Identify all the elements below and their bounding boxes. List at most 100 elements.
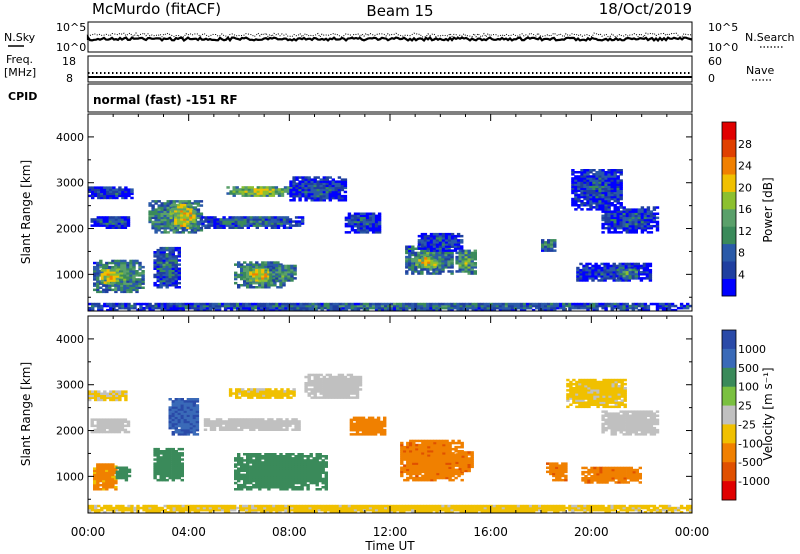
heatmap-cell [353, 231, 358, 234]
heatmap-cell [217, 304, 222, 308]
heatmap-cell [610, 183, 614, 186]
heatmap-cell [123, 418, 128, 421]
heatmap-cell [450, 249, 455, 252]
heatmap-cell [598, 197, 602, 201]
heatmap-cell [276, 224, 281, 227]
heatmap-cell [183, 212, 187, 215]
heatmap-cell [174, 255, 178, 258]
heatmap-cell [206, 418, 211, 421]
heatmap-cell [432, 247, 437, 250]
heatmap-cell [154, 226, 158, 230]
heatmap-cell [90, 420, 94, 423]
heatmap-cell [417, 302, 421, 306]
heatmap-cell [553, 249, 557, 252]
heatmap-cell [159, 470, 163, 474]
heatmap-cell [233, 302, 237, 306]
heatmap-cell [559, 302, 563, 306]
heatmap-cell [186, 412, 191, 415]
heatmap-cell [271, 390, 275, 393]
heatmap-cell [111, 420, 116, 423]
heatmap-cell [99, 426, 103, 430]
heatmap-cell [203, 428, 208, 431]
heatmap-cell [616, 193, 620, 197]
heatmap-cell [483, 308, 487, 312]
heatmap-cell [645, 270, 650, 274]
heatmap-cell [429, 243, 434, 246]
heatmap-cell [240, 459, 244, 462]
heatmap-cell [255, 418, 259, 421]
heatmap-cell [183, 222, 187, 225]
heatmap-cell [258, 483, 262, 487]
heatmap-cell [344, 216, 349, 220]
heatmap-cell [610, 181, 614, 184]
heatmap-cell [278, 304, 282, 308]
heatmap-cell [279, 218, 284, 221]
heatmap-cell [438, 237, 443, 240]
heatmap-cell [603, 264, 607, 268]
heatmap-cell [298, 180, 302, 183]
heatmap-cell [604, 216, 608, 220]
heatmap-cell [583, 304, 587, 308]
heatmap-cell [88, 394, 92, 398]
heatmap-cell [215, 424, 220, 427]
heatmap-cell [208, 304, 213, 308]
heatmap-cell [652, 302, 657, 306]
heatmap-cell [171, 447, 175, 451]
heatmap-cell [280, 192, 285, 195]
heatmap-cell [371, 216, 376, 220]
heatmap-cell [228, 224, 232, 227]
heatmap-cell [243, 465, 247, 468]
heatmap-cell [613, 169, 617, 172]
heatmap-cell [444, 266, 448, 269]
heatmap-cell [613, 185, 617, 188]
heatmap-cell [262, 392, 266, 395]
heatmap-cell [249, 273, 253, 276]
heatmap-cell [307, 184, 311, 188]
heatmap-cell [586, 199, 590, 203]
heatmap-cell [612, 275, 616, 278]
heatmap-cell [613, 220, 617, 224]
heatmap-cell [450, 253, 454, 257]
heatmap-cell [606, 270, 610, 274]
heatmap-cell [628, 226, 632, 230]
heatmap-cell [307, 178, 311, 181]
heatmap-cell [102, 418, 106, 421]
heatmap-cell [250, 186, 254, 189]
heatmap-cell [258, 459, 262, 462]
heatmap-cell [218, 428, 223, 431]
heatmap-cell [284, 266, 288, 270]
heatmap-cell [631, 229, 635, 232]
heatmap-cell [258, 469, 262, 472]
heatmap-cell [114, 422, 119, 425]
heatmap-cell [424, 265, 428, 268]
heatmap-cell [243, 218, 247, 221]
heatmap-cell [243, 473, 247, 477]
heatmap-cell [320, 302, 324, 306]
heatmap-cell [616, 179, 620, 182]
heatmap-cell [553, 302, 557, 306]
heatmap-cell [177, 210, 181, 213]
heatmap-cell [180, 224, 184, 227]
heatmap-cell [411, 251, 415, 255]
heatmap-cell [464, 253, 468, 257]
heatmap-cell [619, 224, 623, 228]
heatmap-cell [109, 308, 113, 312]
heatmap-cell [464, 249, 468, 253]
heatmap-cell [267, 481, 271, 485]
heatmap-cell [129, 270, 133, 273]
freq-unit-label: [MHz] [4, 66, 36, 79]
heatmap-cell [282, 488, 286, 491]
heatmap-cell [601, 177, 605, 180]
heatmap-cell [93, 483, 97, 487]
heatmap-cell [221, 420, 226, 423]
heatmap-cell [519, 308, 524, 312]
heatmap-cell [100, 269, 104, 272]
heatmap-cell [106, 304, 110, 308]
heatmap-cell [649, 216, 654, 220]
heatmap-cell [177, 474, 181, 478]
heatmap-cell [535, 304, 539, 308]
heatmap-cell [288, 481, 292, 485]
heatmap-cell [643, 216, 648, 220]
heatmap-cell [106, 196, 110, 200]
heatmap-cell [274, 186, 279, 189]
